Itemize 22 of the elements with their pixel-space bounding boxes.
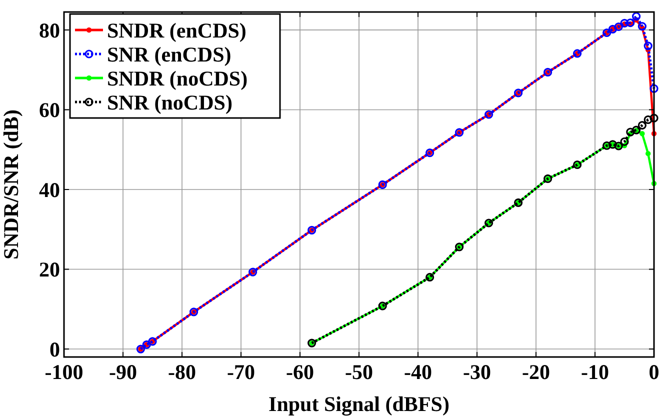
x-tick-label: -90	[109, 360, 137, 384]
x-tick-label: 0	[648, 360, 659, 384]
legend-label: SNR (enCDS)	[107, 42, 232, 66]
y-tick-label: 80	[39, 18, 60, 42]
legend-label: SNDR (noCDS)	[107, 66, 248, 90]
y-tick-label: 20	[39, 258, 60, 282]
x-tick-label: -40	[404, 360, 432, 384]
x-tick-label: -70	[227, 360, 255, 384]
x-tick-label: -100	[44, 360, 84, 384]
x-tick-label: -10	[581, 360, 609, 384]
y-tick-label: 60	[39, 98, 60, 122]
y-tick-label: 0	[50, 337, 60, 362]
legend-label: SNDR (enCDS)	[107, 18, 246, 42]
legend-label: SNR (noCDS)	[107, 90, 232, 114]
x-tick-label: -60	[286, 360, 314, 384]
x-tick-label: -50	[345, 360, 373, 384]
y-axis-title: SNDR/SNR (dB)	[0, 110, 23, 260]
x-tick-label: -20	[522, 360, 550, 384]
y-tick-label: 40	[39, 178, 60, 202]
x-tick-label: -30	[463, 360, 491, 384]
x-tick-label: -80	[168, 360, 196, 384]
x-axis-title: Input Signal (dBFS)	[268, 392, 450, 416]
